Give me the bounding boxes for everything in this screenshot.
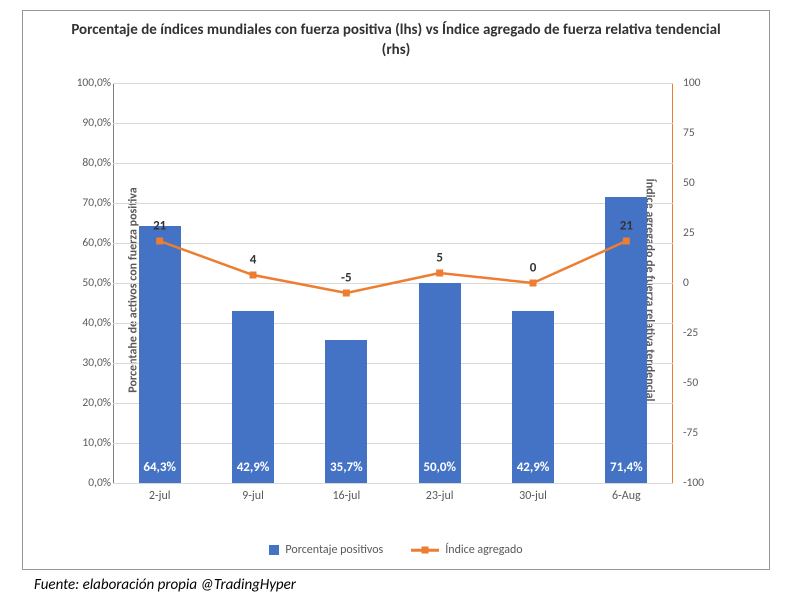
y-left-tick: 30,0% xyxy=(67,356,111,370)
x-axis-labels: 2-jul 9-jul 16-jul 23-jul 30-jul 6-Aug xyxy=(113,489,673,509)
x-tick-label: 9-jul xyxy=(242,489,264,503)
y-left-ticks: 0,0%10,0%20,0%30,0%40,0%50,0%60,0%70,0%8… xyxy=(67,83,111,483)
line-value-label: 21 xyxy=(153,219,166,234)
line-value-label: 4 xyxy=(250,253,257,268)
y-left-tick: 70,0% xyxy=(67,196,111,210)
y-right-tick: 75 xyxy=(683,126,695,140)
y-right-tick: 25 xyxy=(683,226,695,240)
chart-footer: Fuente: elaboración propia @TradingHyper xyxy=(34,576,296,594)
y-left-tick: 90,0% xyxy=(67,116,111,130)
y-left-tick: 20,0% xyxy=(67,396,111,410)
legend-item-line: Índice agregado xyxy=(411,543,522,557)
y-left-tick: 100,0% xyxy=(67,76,111,90)
y-right-ticks: -100-75-50-250255075100 xyxy=(677,83,717,483)
y-right-tick: -100 xyxy=(683,476,704,490)
x-tick-label: 6-Aug xyxy=(612,489,641,503)
legend-line-label: Índice agregado xyxy=(445,543,522,557)
y-right-tick: -50 xyxy=(683,376,698,390)
y-left-tick: 80,0% xyxy=(67,156,111,170)
x-tick-label: 23-jul xyxy=(426,489,454,503)
y-left-tick: 60,0% xyxy=(67,236,111,250)
chart-wrapper: Porcentaje de índices mundiales con fuer… xyxy=(0,0,794,607)
legend-bar-swatch xyxy=(269,545,279,555)
legend-line-swatch xyxy=(411,545,439,555)
y-right-tick: -25 xyxy=(683,326,698,340)
line-value-label: -5 xyxy=(341,271,352,286)
plot-area: 64,3%42,9%35,7%50,0%42,9%71,4%214-55021 xyxy=(113,83,673,483)
x-tick-label: 2-jul xyxy=(149,489,171,503)
line-value-label: 0 xyxy=(530,261,537,276)
gridline xyxy=(113,483,673,484)
y-left-tick: 50,0% xyxy=(67,276,111,290)
line-value-label: 21 xyxy=(620,219,633,234)
legend-bar-label: Porcentaje positivos xyxy=(285,543,383,557)
y-right-tick: 100 xyxy=(683,76,701,90)
y-right-tick: -75 xyxy=(683,426,698,440)
y-left-tick: 0,0% xyxy=(67,476,111,490)
x-tick-label: 16-jul xyxy=(332,489,360,503)
legend: Porcentaje positivos Índice agregado xyxy=(23,543,769,557)
y-left-tick: 40,0% xyxy=(67,316,111,330)
chart-title: Porcentaje de índices mundiales con fuer… xyxy=(23,11,769,64)
y-right-tick: 0 xyxy=(683,276,689,290)
x-tick-label: 30-jul xyxy=(519,489,547,503)
legend-item-bar: Porcentaje positivos xyxy=(269,543,383,557)
chart-frame: Porcentaje de índices mundiales con fuer… xyxy=(22,10,770,570)
y-right-tick: 50 xyxy=(683,176,695,190)
line-series-svg xyxy=(113,83,673,483)
line-value-label: 5 xyxy=(436,251,443,266)
y-left-tick: 10,0% xyxy=(67,436,111,450)
